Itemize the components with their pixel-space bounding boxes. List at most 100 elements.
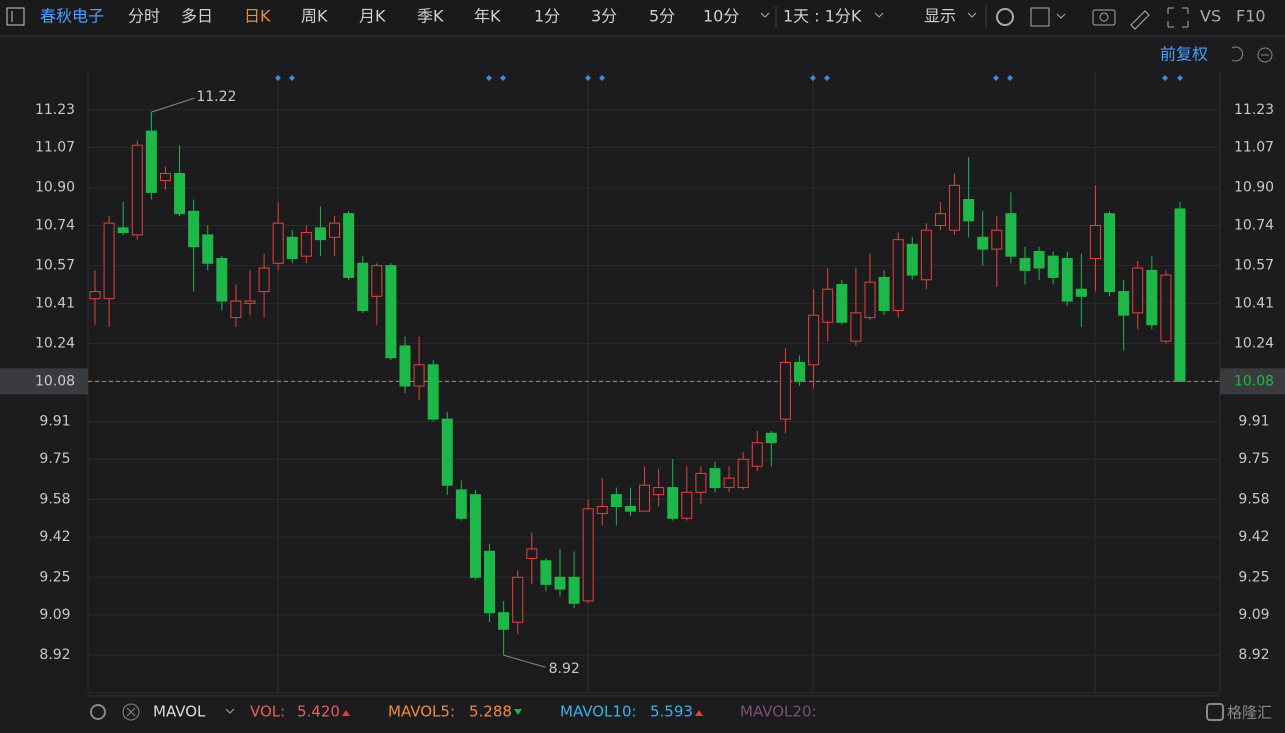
indicator-close-icon[interactable]	[122, 703, 140, 721]
vol-label: VOL:	[250, 703, 285, 721]
candle-body	[568, 576, 580, 604]
candle-body	[892, 239, 904, 311]
camera-icon[interactable]	[1092, 9, 1116, 26]
candle-body	[1075, 288, 1087, 297]
candle-body	[653, 487, 665, 496]
event-marker[interactable]	[275, 75, 1183, 81]
period-tab[interactable]: 周K	[301, 7, 328, 26]
period-select[interactable]: 1天 : 1分K	[783, 7, 862, 26]
y-tick-label: 9.25	[39, 569, 70, 585]
fullscreen-icon[interactable]	[1167, 7, 1189, 28]
y-tick-label-right: 10.08	[1234, 373, 1274, 389]
candle-body	[455, 489, 467, 519]
candle-body	[822, 288, 834, 323]
candle-body	[1146, 269, 1158, 326]
candle-body	[610, 494, 622, 507]
candle-body	[1160, 274, 1172, 342]
candle-body	[639, 484, 651, 512]
y-tick-label: 8.92	[39, 647, 70, 663]
candle-body	[709, 468, 721, 489]
camera-lens	[1099, 12, 1109, 22]
candle-body	[89, 291, 101, 300]
y-tick-label: 10.74	[35, 217, 75, 233]
y-tick-label-right: 8.92	[1238, 647, 1269, 663]
candle-body	[765, 432, 777, 444]
candle-body	[399, 345, 411, 387]
candle-body	[991, 229, 1003, 250]
grid: 8.92 8.92 9.09 9.09 9.25 9.25 9.42 9.42 9.58 9.58…	[0, 102, 1285, 663]
y-tick-label-right: 9.25	[1238, 569, 1269, 585]
y-tick-label: 11.23	[35, 102, 75, 118]
candle-body	[131, 144, 143, 236]
period-tabs: 分时 多日 日K 周K 月K 季K 年K 1分 3分 5分 10分	[128, 7, 739, 26]
y-tick-label: 9.58	[39, 491, 70, 507]
pen-icon[interactable]	[1130, 10, 1150, 30]
y-tick-label-right: 11.07	[1234, 140, 1274, 156]
menu-icon[interactable]	[6, 7, 25, 26]
stock-name[interactable]: 春秋电子	[40, 7, 104, 26]
candle-body	[963, 199, 975, 222]
display-menu[interactable]: 显示	[924, 7, 956, 26]
candle-body	[1005, 213, 1017, 257]
high-label: 11.22	[196, 89, 236, 105]
chevron[interactable]	[967, 12, 977, 18]
period-tab[interactable]: 年K	[474, 7, 501, 26]
candle-body	[582, 508, 594, 602]
period-tab[interactable]: 日K	[244, 7, 271, 26]
period-tab[interactable]: 5分	[649, 7, 675, 26]
candle-body	[159, 173, 171, 182]
period-tab[interactable]: 季K	[417, 7, 444, 26]
candle-body	[512, 576, 524, 623]
low-label-leader	[503, 654, 546, 668]
candle-body	[1033, 250, 1045, 269]
period-tab[interactable]: 3分	[591, 7, 617, 26]
y-tick-label: 11.07	[35, 140, 75, 156]
candle-body	[427, 364, 439, 420]
chevron[interactable]	[1056, 13, 1066, 19]
y-tick-label: 9.75	[39, 451, 70, 467]
candle-body	[723, 477, 735, 489]
candle-body	[202, 234, 214, 264]
candle-body	[1174, 208, 1186, 382]
y-tick-label: 10.90	[35, 180, 75, 196]
candle-body	[836, 284, 848, 323]
candle-body	[498, 612, 510, 630]
period-tab[interactable]: 1分	[534, 7, 560, 26]
candle-body	[145, 130, 157, 193]
period-tab[interactable]: 多日	[181, 7, 213, 26]
y-tick-label: 9.91	[39, 413, 70, 429]
adjust-mode[interactable]: 前复权	[1160, 45, 1208, 64]
candle-body	[1104, 213, 1116, 293]
candle-body	[441, 418, 453, 486]
mavol20-label: MAVOL20:	[740, 703, 817, 721]
period-tab[interactable]: 10分	[703, 7, 739, 26]
candle-body	[188, 210, 200, 248]
y-tick-label: 9.09	[39, 607, 70, 623]
vs-button[interactable]: VS	[1200, 7, 1221, 26]
zoom-out-icon[interactable]	[1257, 47, 1273, 63]
indicator-name[interactable]: MAVOL	[153, 703, 206, 721]
y-tick-label: 10.57	[35, 258, 75, 274]
chevron[interactable]	[760, 12, 770, 18]
candle-body	[1118, 291, 1130, 316]
f10-button[interactable]: F10	[1236, 7, 1266, 26]
settings-icon[interactable]	[996, 8, 1014, 26]
indicator-settings-icon[interactable]	[90, 704, 106, 720]
chevron[interactable]	[225, 708, 235, 714]
candle-body	[808, 314, 820, 366]
period-tab[interactable]: 分时	[128, 7, 160, 26]
candle-body	[343, 213, 355, 278]
candle-body	[230, 300, 242, 319]
candle-body	[244, 300, 256, 304]
candle-body	[540, 560, 552, 585]
candle-body	[103, 222, 115, 300]
down-arrow	[514, 709, 522, 715]
candle-body	[300, 232, 312, 257]
chevron[interactable]	[874, 12, 884, 18]
period-tab[interactable]: 月K	[359, 7, 386, 26]
candle-body	[216, 258, 228, 302]
candle-body	[934, 213, 946, 226]
undo-icon[interactable]	[1231, 46, 1244, 62]
checkbox-icon[interactable]	[1030, 7, 1050, 27]
candle-body	[1047, 255, 1059, 278]
